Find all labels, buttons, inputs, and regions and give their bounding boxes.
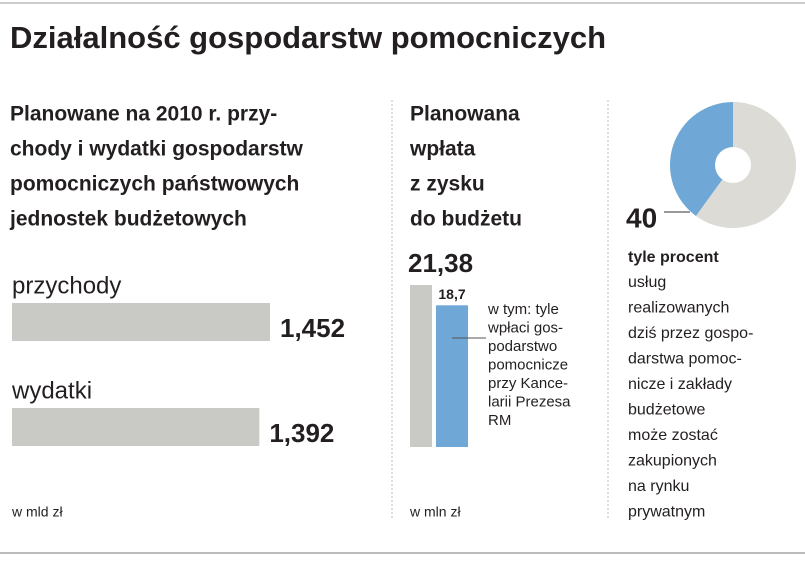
value-label: 1,392	[269, 418, 334, 448]
unit-label: w mld zł	[11, 504, 63, 520]
chart-title: Planowana	[410, 103, 520, 126]
bar	[12, 408, 260, 446]
annotation: realizowanych	[628, 300, 729, 317]
annotation: w tym: tyle	[487, 301, 559, 318]
unit-label: w mln zł	[409, 504, 461, 520]
bar	[12, 303, 270, 341]
annotation: przy Kance-	[488, 375, 568, 392]
annotation: wpłaci gos-	[487, 319, 563, 336]
donut-hole	[715, 147, 751, 183]
annotation: larii Prezesa	[488, 393, 571, 410]
annotation: usług	[628, 274, 666, 291]
annotation: prywatnym	[628, 504, 705, 521]
main-title: Działalność gospodarstw pomocniczych	[10, 20, 606, 55]
annotation: może zostać	[628, 427, 718, 444]
chart-title: jednostek budżetowych	[9, 208, 247, 231]
annotation: podarstwo	[488, 338, 557, 355]
value-label: 40	[626, 202, 657, 233]
category-label: wydatki	[11, 377, 92, 404]
annotation: pomocnicze	[488, 356, 568, 373]
donut-slice	[670, 102, 733, 216]
annotation: darstwa pomoc-	[628, 351, 742, 368]
bar	[410, 285, 432, 447]
annotation: nicze i zakłady	[628, 376, 732, 393]
value-label: 1,452	[280, 313, 345, 343]
chart-title: wpłata	[409, 138, 476, 161]
chart-title: chody i wydatki gospodarstw	[10, 138, 304, 161]
chart-title: pomocniczych państwowych	[10, 173, 299, 196]
chart-title: do budżetu	[410, 208, 522, 231]
subtitle: tyle procent	[628, 249, 719, 266]
annotation: budżetowe	[628, 402, 705, 419]
chart-title: Planowane na 2010 r. przy-	[10, 103, 277, 126]
category-label: przychody	[12, 272, 121, 299]
annotation: dziś przez gospo-	[628, 325, 753, 342]
bar	[436, 305, 468, 447]
value-label: 21,38	[408, 248, 473, 278]
annotation: RM	[488, 412, 511, 429]
annotation: zakupionych	[628, 453, 717, 470]
value-label: 18,7	[438, 286, 465, 302]
annotation: na rynku	[628, 478, 689, 495]
chart-title: z zysku	[410, 173, 485, 196]
